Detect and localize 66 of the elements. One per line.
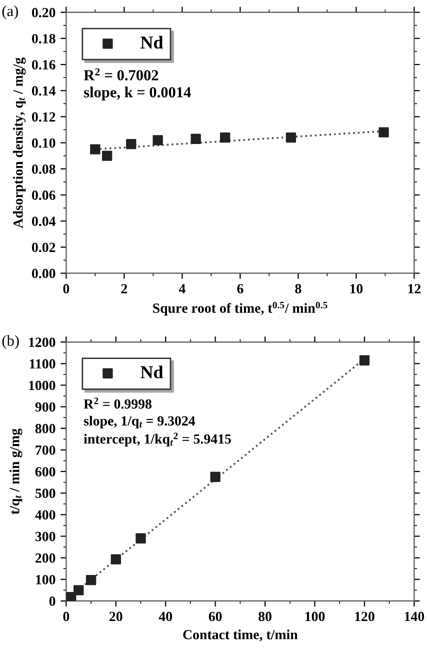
y-tick-label: 0.04 — [32, 216, 56, 226]
point — [110, 554, 121, 564]
point — [90, 144, 100, 154]
y-tick-label: 0.08 — [32, 164, 56, 174]
y-tick-label: 0.18 — [32, 34, 56, 44]
point — [359, 355, 370, 366]
x-tick-label: 120 — [355, 612, 374, 622]
y-axis-title: t/q$_{t}$ / min g/mg — [10, 428, 22, 514]
y-tick-label: 1200 — [29, 338, 56, 347]
y-tick-label: 0.00 — [32, 268, 56, 278]
x-axis-title: Squre root of time, t$^{0.5}$/ min$^{0.5}$ — [153, 302, 328, 316]
point — [190, 134, 201, 144]
point — [220, 132, 230, 143]
y-tick-label: 0.16 — [32, 60, 56, 70]
x-tick-label: 6 — [237, 284, 244, 294]
y-tick-label: 0.06 — [32, 190, 56, 200]
x-axis-title: Contact time, t/min — [183, 630, 298, 642]
y-tick-label: 0 — [49, 596, 56, 606]
y-axis-title: Adsorption density, q$_{t}$ / mg/g — [12, 57, 26, 228]
annotation: slope, k = 0.0014 — [84, 86, 191, 101]
y-tick-label: 0.20 — [32, 8, 56, 18]
chart-title: (a) — [2, 5, 18, 20]
y-tick-label: 200 — [36, 553, 56, 563]
x-tick-label: 4 — [178, 284, 186, 294]
x-tick-label: 0 — [63, 284, 70, 294]
annotation: slope, 1/q$_{t}$ = 9.3024 — [84, 416, 196, 428]
x-tick-label: 100 — [305, 612, 325, 622]
point — [286, 132, 296, 143]
point — [102, 150, 112, 161]
point — [136, 533, 146, 544]
y-tick-label: 700 — [36, 446, 56, 455]
x-tick-label: 12 — [408, 284, 421, 294]
y-tick-label: 1000 — [29, 380, 56, 390]
annotation: R$^{2}$ = 0.7002 — [84, 68, 158, 80]
y-tick-label: 400 — [35, 510, 56, 520]
point — [126, 139, 136, 150]
x-tick-label: 60 — [208, 612, 222, 622]
y-tick-label: 0.14 — [32, 86, 56, 96]
legend-label: Nd — [140, 36, 164, 49]
y-tick-label: 1100 — [30, 359, 56, 369]
point — [152, 135, 163, 146]
x-tick-label: 10 — [350, 284, 363, 294]
x-tick-label: 40 — [158, 612, 172, 622]
x-tick-label: 8 — [295, 284, 302, 294]
annotation: R$^{2}$ = 0.9998 — [84, 398, 152, 409]
x-tick-label: 80 — [258, 612, 272, 622]
point — [86, 574, 96, 586]
chart-title: (b) — [2, 335, 19, 349]
y-tick-label: 300 — [35, 532, 56, 542]
x-tick-label: 140 — [404, 612, 424, 622]
x-tick-label: 2 — [121, 284, 128, 294]
y-tick-label: 0.02 — [32, 242, 56, 252]
y-tick-label: 100 — [36, 574, 56, 584]
point — [74, 585, 84, 596]
y-tick-label: 500 — [35, 488, 56, 498]
legend-label: Nd — [140, 366, 164, 378]
x-tick-label: 0 — [63, 612, 70, 622]
y-tick-label: 600 — [35, 467, 56, 476]
y-tick-label: 0.10 — [32, 138, 56, 148]
y-tick-label: 900 — [35, 402, 56, 412]
x-tick-label: 20 — [110, 612, 122, 622]
point — [210, 472, 220, 482]
point — [378, 127, 389, 138]
y-tick-label: 800 — [35, 424, 56, 434]
y-tick-label: 0.12 — [32, 112, 56, 122]
annotation: intercept, 1/kq$_{t}$$^{2}$ = 5.9415 — [84, 432, 231, 447]
